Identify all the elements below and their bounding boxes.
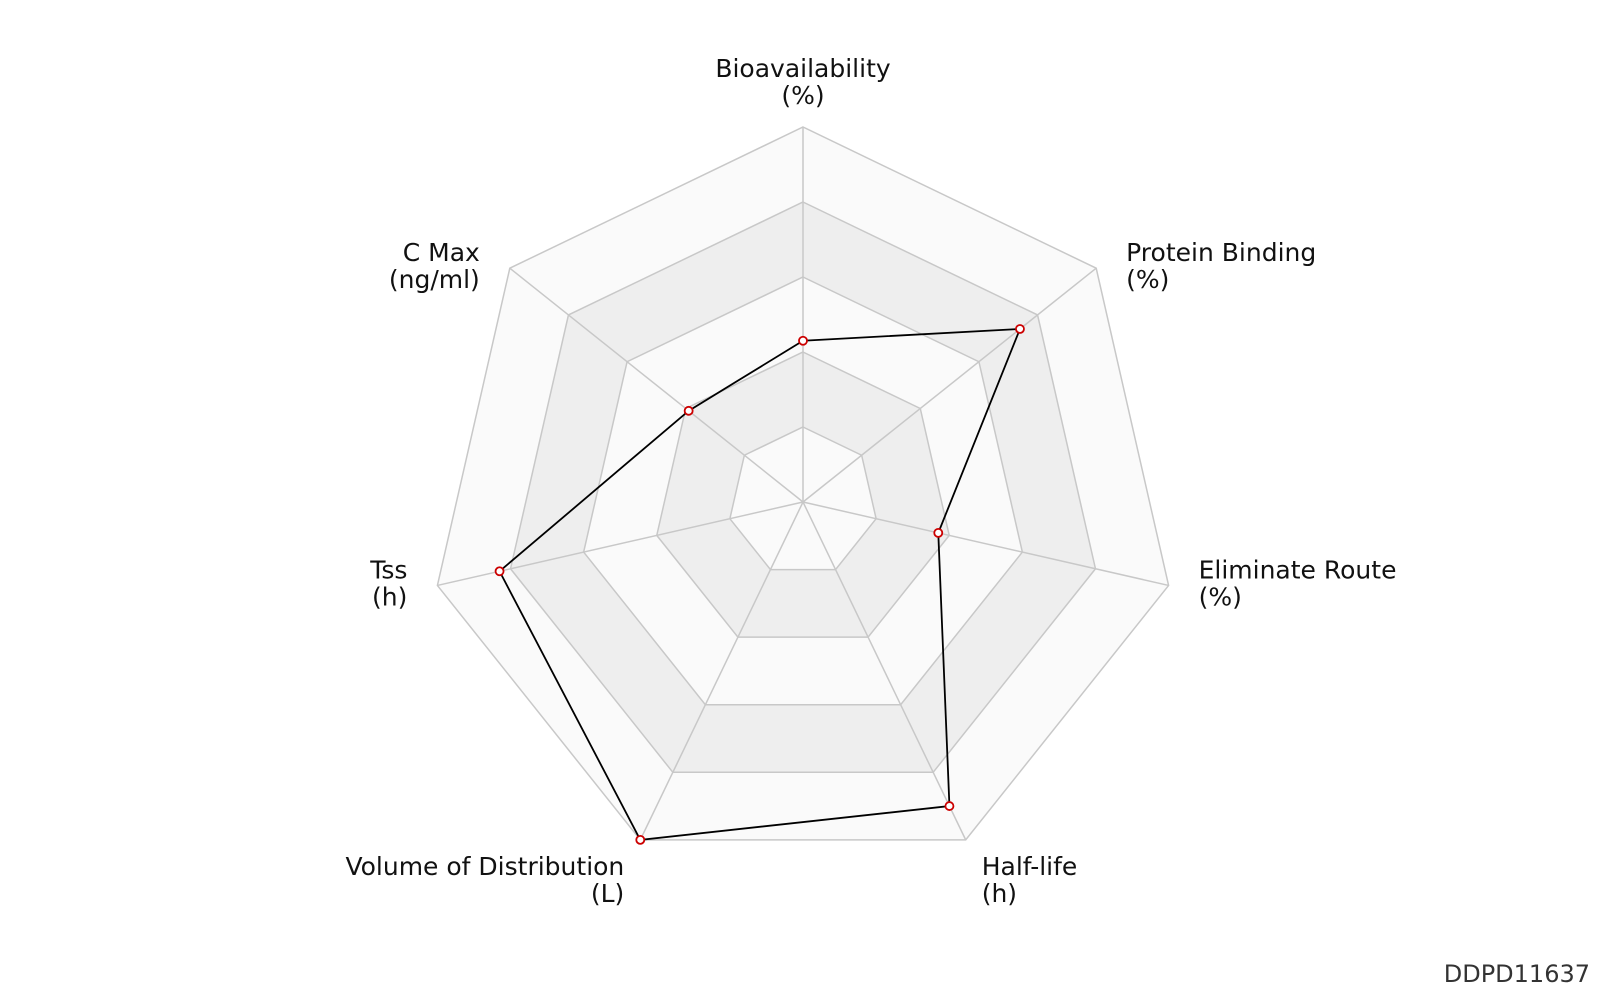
axis-spoke-6 [509, 267, 804, 503]
data-point-5 [494, 566, 505, 577]
series-line-0 [498, 328, 1022, 841]
axis-spoke-2 [802, 501, 1169, 587]
axis-spoke-4 [639, 501, 804, 841]
axis-unit-5: (h) [372, 582, 407, 611]
grid-lines [436, 126, 1170, 841]
grid-ring-2 [655, 351, 951, 638]
axis-spoke-3 [802, 501, 967, 841]
axis-label-5: Tss [369, 555, 407, 584]
axis-unit-4: (L) [591, 879, 624, 908]
data-point-1 [1015, 324, 1025, 334]
data-point-0 [798, 335, 808, 346]
watermark: DDPD11637 [1443, 960, 1590, 988]
grid-ring-5 [436, 126, 1170, 841]
axis-label-4: Volume of Distribution [345, 852, 624, 881]
axis-unit-6: (ng/ml) [389, 265, 480, 294]
labels-group: Bioavailability(%)Protein Binding(%)Elim… [345, 54, 1396, 908]
data-point-3 [944, 801, 955, 811]
axis-unit-3: (h) [982, 879, 1017, 908]
axis-unit-2: (%) [1199, 582, 1242, 611]
grid-ring-1 [729, 426, 877, 571]
grid-ring-3 [582, 276, 1024, 706]
axis-unit-1: (%) [1126, 265, 1169, 294]
data-point-4 [635, 834, 646, 845]
axis-label-0: Bioavailability [715, 54, 891, 83]
axis-label-1: Protein Binding [1126, 238, 1316, 267]
data-point-2 [933, 527, 944, 538]
axis-label-2: Eliminate Route [1199, 555, 1397, 584]
axis-spokes [437, 127, 1169, 841]
axis-label-3: Half-life [982, 852, 1078, 881]
axis-spoke-1 [802, 267, 1097, 503]
grid-ring-4 [509, 201, 1097, 774]
series-group [494, 324, 1025, 845]
axis-label-6: C Max [403, 238, 480, 267]
data-point-6 [683, 405, 694, 416]
axis-unit-0: (%) [781, 81, 824, 110]
